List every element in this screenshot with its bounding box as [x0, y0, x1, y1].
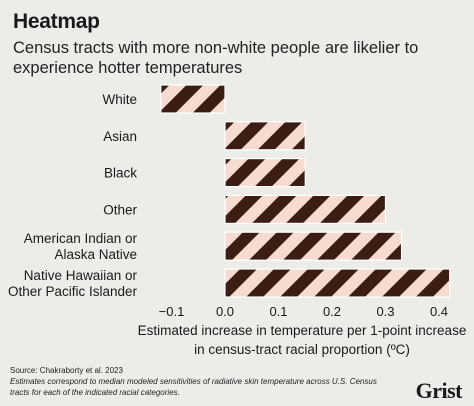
bar-white [160, 84, 226, 114]
category-label: Native Hawaiian or Other Pacific Islander [8, 268, 138, 299]
x-tick-label: −0.1 [159, 304, 185, 319]
bar-black [224, 158, 306, 188]
category-label: Other [103, 202, 137, 217]
chart-subtitle: Census tracts with more non-white people… [13, 39, 419, 77]
methodology-note: Estimates correspond to median modeled s… [10, 377, 377, 397]
category-label: American Indian or Alaska Native [24, 231, 138, 262]
category-label: Asian [103, 129, 137, 144]
x-tick-label: 0.1 [269, 304, 287, 319]
x-tick-label: 0.4 [430, 304, 448, 319]
x-axis-label-group: Estimated increase in temperature per 1-… [138, 323, 467, 357]
bar-asian [224, 121, 306, 151]
x-tick-labels-group: −0.1 0.0 0.1 0.2 0.3 0.4 [159, 304, 448, 319]
x-axis-label-line: in census-tract racial proportion (ºC) [194, 342, 410, 357]
x-tick-label: 0.3 [376, 304, 394, 319]
bars-group [160, 84, 451, 298]
bar-native-hawaiian-or-other-pacific-islander [224, 268, 451, 298]
bar-american-indian-or-alaska-native [224, 231, 403, 261]
bar-other [224, 194, 387, 224]
category-labels-group: White Asian Black Other American Indian or Al… [8, 92, 138, 299]
category-label: Black [104, 166, 137, 181]
x-axis-label-line: Estimated increase in temperature per 1-… [138, 323, 467, 338]
x-tick-label: 0.0 [216, 304, 234, 319]
source-note: Source: Chakraborty et al. 2023 [10, 366, 123, 375]
brand-logo: Grist [415, 378, 463, 403]
category-label: White [102, 92, 137, 107]
x-tick-label: 0.2 [323, 304, 341, 319]
chart-title: Heatmap [13, 10, 100, 33]
